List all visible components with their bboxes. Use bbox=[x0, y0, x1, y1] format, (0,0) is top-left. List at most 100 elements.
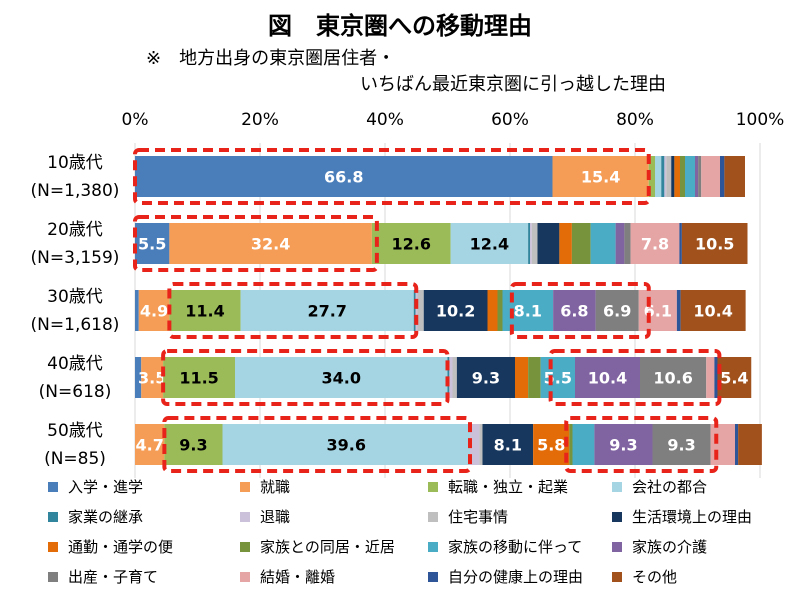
data-label: 9.3 bbox=[472, 369, 500, 388]
legend-swatch bbox=[428, 572, 438, 582]
bar-segment bbox=[470, 424, 480, 465]
data-label: 3.5 bbox=[138, 369, 166, 388]
bar-segment bbox=[222, 424, 470, 465]
bar-segment bbox=[720, 156, 725, 197]
bar-segment bbox=[638, 290, 677, 331]
legend-label: 入学・進学 bbox=[68, 478, 143, 496]
bar-segment bbox=[666, 156, 672, 197]
bar-segment bbox=[679, 223, 682, 264]
bar-segment bbox=[615, 223, 625, 264]
chart-note-line2: いちばん最近東京圏に引っ越した理由 bbox=[360, 74, 666, 95]
bar-segment bbox=[449, 357, 453, 398]
legend-label: 生活環境上の理由 bbox=[632, 508, 752, 526]
x-tick-label: 20% bbox=[241, 110, 279, 130]
bar-segment bbox=[141, 357, 164, 398]
legend-label: 住宅事情 bbox=[448, 508, 508, 526]
bar-segment bbox=[706, 357, 715, 398]
highlight-box bbox=[548, 349, 722, 406]
x-tick-label: 80% bbox=[616, 110, 654, 130]
bar-segment bbox=[559, 223, 572, 264]
bar-segment bbox=[595, 290, 639, 331]
data-label: 10.2 bbox=[436, 302, 475, 321]
legend-swatch bbox=[240, 572, 250, 582]
bar-segment bbox=[681, 223, 748, 264]
data-label: 7.8 bbox=[641, 235, 669, 254]
bar-segment bbox=[169, 290, 241, 331]
bar-segment bbox=[479, 424, 483, 465]
bar-segment bbox=[528, 357, 541, 398]
bar-segment bbox=[738, 424, 762, 465]
bar-segment bbox=[569, 424, 573, 465]
data-label: 10.4 bbox=[588, 369, 627, 388]
legend-label: 通勤・通学の便 bbox=[68, 538, 173, 556]
bar-segment bbox=[413, 290, 416, 331]
highlight-box bbox=[509, 282, 651, 339]
legend-swatch bbox=[612, 482, 622, 492]
bar-segment bbox=[450, 223, 529, 264]
bar-segment bbox=[676, 290, 681, 331]
data-label: 32.4 bbox=[251, 235, 290, 254]
bar-segment bbox=[701, 156, 720, 197]
data-label: 12.4 bbox=[470, 235, 509, 254]
category-n-label: (N=1,380) bbox=[31, 181, 120, 201]
data-label: 8.1 bbox=[514, 302, 542, 321]
data-label: 66.8 bbox=[324, 168, 363, 187]
bar-segment bbox=[664, 156, 667, 197]
bar-segment bbox=[240, 290, 414, 331]
bar-segment bbox=[135, 357, 142, 398]
bar-segment bbox=[685, 156, 695, 197]
data-label: 15.4 bbox=[581, 168, 620, 187]
highlight-box bbox=[162, 416, 472, 473]
legend-swatch bbox=[428, 542, 438, 552]
bar-segment bbox=[135, 223, 170, 264]
legend-label: 転職・独立・起業 bbox=[448, 478, 568, 496]
bar-segment bbox=[698, 156, 702, 197]
bar-segment bbox=[497, 290, 503, 331]
data-label: 5.5 bbox=[544, 369, 572, 388]
bar-segment bbox=[487, 290, 498, 331]
data-label: 39.6 bbox=[327, 436, 366, 455]
legend-swatch bbox=[48, 482, 58, 492]
data-label: 6.8 bbox=[560, 302, 588, 321]
data-label: 9.3 bbox=[179, 436, 207, 455]
legend-swatch bbox=[48, 542, 58, 552]
bar-segment bbox=[528, 223, 530, 264]
legend-label: 退職 bbox=[260, 508, 290, 526]
data-label: 10.4 bbox=[693, 302, 732, 321]
highlight-box bbox=[161, 349, 450, 406]
highlight-box bbox=[133, 215, 379, 272]
bar-segment bbox=[482, 424, 534, 465]
highlight-box bbox=[133, 148, 651, 205]
bar-segment bbox=[371, 223, 451, 264]
x-tick-label: 0% bbox=[122, 110, 149, 130]
bar-segment bbox=[135, 424, 165, 465]
bar-segment bbox=[655, 156, 662, 197]
data-label: 34.0 bbox=[322, 369, 361, 388]
bar-segment bbox=[695, 156, 699, 197]
bar-segment bbox=[640, 357, 707, 398]
legend-label: その他 bbox=[632, 568, 677, 586]
x-tick-label: 40% bbox=[366, 110, 404, 130]
bar-segment bbox=[537, 223, 560, 264]
data-label: 27.7 bbox=[307, 302, 346, 321]
legend-swatch bbox=[240, 542, 250, 552]
data-label: 4.7 bbox=[136, 436, 164, 455]
bar-segment bbox=[735, 424, 739, 465]
bar-segment bbox=[630, 223, 680, 264]
legend-label: 就職 bbox=[260, 478, 290, 496]
legend-swatch bbox=[240, 482, 250, 492]
bar-segment bbox=[530, 223, 532, 264]
bar-segment bbox=[624, 223, 631, 264]
data-label: 6.9 bbox=[603, 302, 631, 321]
chart-note-line1: ※ 地方出身の東京圏居住者・ bbox=[146, 48, 396, 69]
data-label: 10.5 bbox=[695, 235, 734, 254]
bar-segment bbox=[138, 290, 170, 331]
data-label: 9.3 bbox=[667, 436, 695, 455]
highlight-box bbox=[564, 416, 719, 473]
bar-segment bbox=[661, 156, 665, 197]
category-n-label: (N=618) bbox=[39, 382, 112, 402]
legend-swatch bbox=[428, 512, 438, 522]
bar-segment bbox=[671, 156, 675, 197]
category-n-label: (N=3,159) bbox=[31, 248, 120, 268]
